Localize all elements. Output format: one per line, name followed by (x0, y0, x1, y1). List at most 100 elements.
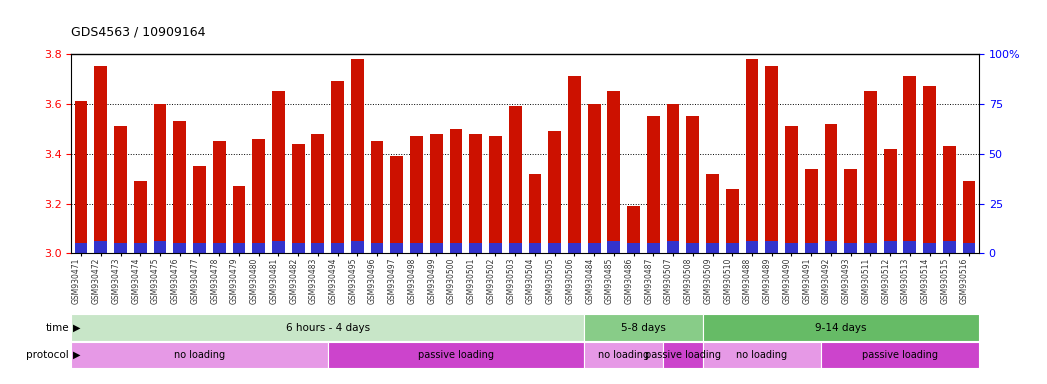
Bar (410, 136, 423, 253)
Bar (134, 243, 147, 253)
Bar (587, 104, 601, 253)
Bar (703, 342, 821, 368)
Bar (647, 116, 660, 253)
Bar (549, 131, 561, 253)
Bar (584, 314, 703, 341)
Bar (627, 243, 640, 253)
Text: GDS4563 / 10909164: GDS4563 / 10909164 (71, 25, 205, 38)
Bar (174, 243, 186, 253)
Bar (449, 129, 463, 253)
Bar (74, 101, 88, 253)
Text: 5-8 days: 5-8 days (621, 323, 666, 333)
Bar (904, 241, 916, 253)
Text: time: time (45, 323, 69, 333)
Bar (292, 243, 305, 253)
Bar (785, 243, 798, 253)
Bar (94, 66, 107, 253)
Bar (765, 241, 778, 253)
Bar (489, 136, 502, 253)
Bar (549, 243, 561, 253)
Bar (765, 66, 778, 253)
Bar (331, 81, 344, 253)
Text: ▶: ▶ (73, 323, 81, 333)
Bar (410, 243, 423, 253)
Bar (391, 243, 403, 253)
Bar (213, 141, 225, 253)
Bar (449, 243, 463, 253)
Bar (430, 134, 443, 253)
Bar (706, 243, 719, 253)
Bar (134, 181, 147, 253)
Bar (252, 139, 265, 253)
Text: 6 hours - 4 days: 6 hours - 4 days (286, 323, 370, 333)
Bar (94, 241, 107, 253)
Bar (371, 141, 383, 253)
Bar (114, 243, 127, 253)
Bar (154, 104, 166, 253)
Bar (292, 144, 305, 253)
Bar (864, 243, 876, 253)
Bar (489, 243, 502, 253)
Bar (587, 243, 601, 253)
Bar (584, 342, 663, 368)
Text: no loading: no loading (174, 350, 225, 360)
Bar (391, 156, 403, 253)
Bar (272, 91, 285, 253)
Bar (844, 243, 857, 253)
Bar (232, 186, 245, 253)
Bar (469, 134, 483, 253)
Bar (272, 241, 285, 253)
Bar (509, 243, 521, 253)
Bar (607, 91, 620, 253)
Bar (311, 243, 325, 253)
Bar (154, 241, 166, 253)
Bar (328, 342, 584, 368)
Bar (351, 241, 363, 253)
Bar (726, 189, 739, 253)
Bar (745, 59, 758, 253)
Bar (71, 342, 328, 368)
Bar (627, 206, 640, 253)
Text: 9-14 days: 9-14 days (815, 323, 867, 333)
Bar (311, 134, 325, 253)
Bar (193, 243, 206, 253)
Bar (943, 241, 956, 253)
Bar (706, 174, 719, 253)
Bar (825, 124, 838, 253)
Bar (232, 243, 245, 253)
Bar (430, 243, 443, 253)
Bar (667, 104, 680, 253)
Bar (607, 241, 620, 253)
Bar (529, 174, 541, 253)
Bar (805, 243, 818, 253)
Bar (71, 314, 584, 341)
Text: protocol: protocol (26, 350, 69, 360)
Bar (509, 106, 521, 253)
Bar (726, 243, 739, 253)
Bar (805, 169, 818, 253)
Text: no loading: no loading (736, 350, 787, 360)
Bar (884, 241, 896, 253)
Bar (703, 314, 979, 341)
Bar (371, 243, 383, 253)
Bar (904, 76, 916, 253)
Bar (331, 243, 344, 253)
Bar (74, 243, 88, 253)
Bar (567, 243, 581, 253)
Text: no loading: no loading (598, 350, 649, 360)
Bar (864, 91, 876, 253)
Bar (745, 241, 758, 253)
Bar (884, 149, 896, 253)
Bar (923, 243, 936, 253)
Bar (923, 86, 936, 253)
Bar (825, 241, 838, 253)
Bar (663, 342, 703, 368)
Bar (114, 126, 127, 253)
Bar (213, 243, 225, 253)
Bar (667, 241, 680, 253)
Bar (647, 243, 660, 253)
Bar (844, 169, 857, 253)
Text: passive loading: passive loading (645, 350, 721, 360)
Bar (193, 166, 206, 253)
Bar (567, 76, 581, 253)
